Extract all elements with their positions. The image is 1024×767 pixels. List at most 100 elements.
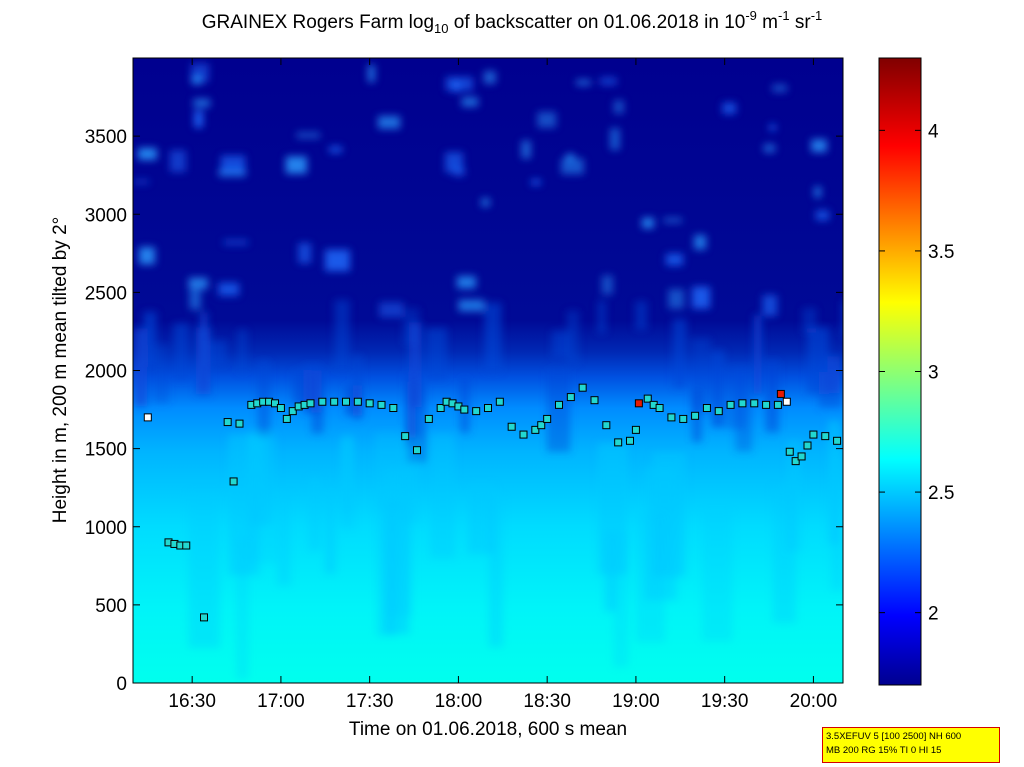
chart-title: GRAINEX Rogers Farm log10 of backscatter… <box>0 8 1024 36</box>
texture-patch <box>325 490 336 574</box>
texture-patch <box>597 300 606 334</box>
texture-patch <box>786 440 802 552</box>
texture-patch <box>481 198 490 207</box>
bl-marker <box>809 430 818 439</box>
settings-line-1: 3.5XEFUV 5 [100 2500] NH 600 <box>826 731 962 742</box>
bl-marker <box>365 399 374 408</box>
texture-patch <box>711 350 725 428</box>
colorbar <box>878 57 922 686</box>
y-tick-label: 2000 <box>85 362 127 383</box>
bl-marker <box>519 430 528 439</box>
texture-patch <box>814 186 822 198</box>
bl-marker <box>342 397 350 406</box>
texture-patch <box>425 328 447 381</box>
texture-patch <box>296 132 320 139</box>
texture-patch <box>285 156 307 174</box>
x-tick-label: 19:30 <box>701 691 749 712</box>
outlier-marker <box>634 399 643 408</box>
bl-marker <box>330 397 339 406</box>
texture-patch <box>566 154 575 161</box>
texture-patch <box>188 492 220 648</box>
x-axis-label: Time on 01.06.2018, 600 s mean <box>349 719 627 740</box>
texture-patch <box>610 128 620 150</box>
texture-patch <box>367 64 376 83</box>
texture-patch <box>461 97 479 107</box>
texture-patch <box>194 110 204 128</box>
texture-patch <box>599 77 617 86</box>
outlier-marker <box>776 389 785 398</box>
texture-patch <box>309 477 321 551</box>
x-tick-label: 18:00 <box>435 691 483 712</box>
x-tick-label: 16:30 <box>168 691 216 712</box>
texture-patch <box>613 531 629 667</box>
texture-patch <box>405 371 416 447</box>
texture-patch <box>642 217 654 229</box>
texture-patch <box>831 451 843 591</box>
bl-marker <box>389 404 398 412</box>
texture-patch <box>827 356 840 393</box>
bl-marker <box>833 436 842 445</box>
bl-marker <box>424 414 433 423</box>
title-sub: 10 <box>434 21 449 36</box>
bl-marker <box>507 422 516 431</box>
texture-patch <box>379 302 404 318</box>
bl-marker <box>821 432 830 441</box>
texture-patch <box>566 310 579 364</box>
texture-patch <box>530 179 541 185</box>
texture-patch <box>236 536 249 680</box>
texture-patch <box>298 242 312 264</box>
y-axis: 0 500 1000 1500 2000 2500 3000 3500 <box>85 127 843 695</box>
texture-patch <box>806 327 830 394</box>
outlier-marker <box>782 397 791 406</box>
texture-patch <box>772 84 788 93</box>
bl-marker <box>643 394 652 403</box>
bl-marker <box>318 397 327 406</box>
texture-patch <box>173 323 190 381</box>
texture-patch <box>769 124 776 131</box>
texture-patch <box>456 276 476 289</box>
texture-patch <box>193 98 211 108</box>
texture-patch <box>377 115 401 129</box>
texture-patch <box>467 484 495 554</box>
texture-patch <box>408 322 422 408</box>
texture-patch <box>613 100 625 114</box>
texture-patch <box>169 150 187 173</box>
title-unit2: sr <box>789 12 811 33</box>
y-axis-label: Height in m, 200 m mean tilted by 2° <box>50 217 71 523</box>
texture-patch <box>189 289 201 310</box>
bl-marker <box>566 393 575 402</box>
bl-marker <box>679 414 688 423</box>
texture-patch <box>561 158 584 175</box>
texture-patch <box>430 433 456 558</box>
x-tick-label: 18:30 <box>523 691 571 712</box>
bl-marker <box>182 541 191 550</box>
y-tick-label: 3000 <box>85 205 127 226</box>
bl-marker <box>602 421 611 430</box>
bl-marker <box>626 436 634 445</box>
bl-marker <box>691 411 700 420</box>
texture-patch <box>484 302 502 373</box>
x-tick-label: 17:30 <box>346 691 394 712</box>
texture-patch <box>223 240 249 245</box>
texture-patch <box>762 294 778 317</box>
texture-patch <box>763 144 776 153</box>
texture-patch <box>138 247 155 265</box>
bl-marker <box>282 414 291 423</box>
title-sup1: -9 <box>745 8 757 23</box>
texture-patch <box>601 275 613 295</box>
title-sup3: -1 <box>810 8 823 23</box>
bl-marker <box>495 397 504 406</box>
bl-marker <box>229 477 238 486</box>
y-tick-label: 0 <box>116 674 127 695</box>
bl-marker <box>726 400 735 409</box>
title-mid: of backscatter on 01.06.2018 in 10 <box>448 12 746 33</box>
bl-marker <box>306 399 315 408</box>
texture-patch <box>377 489 396 636</box>
x-tick-label: 17:00 <box>257 691 305 712</box>
texture-patch <box>340 438 354 529</box>
texture-patch <box>635 301 648 330</box>
texture-patch <box>691 286 710 309</box>
texture-patch <box>445 76 473 91</box>
bl-marker <box>631 425 640 434</box>
bl-marker <box>578 383 587 392</box>
